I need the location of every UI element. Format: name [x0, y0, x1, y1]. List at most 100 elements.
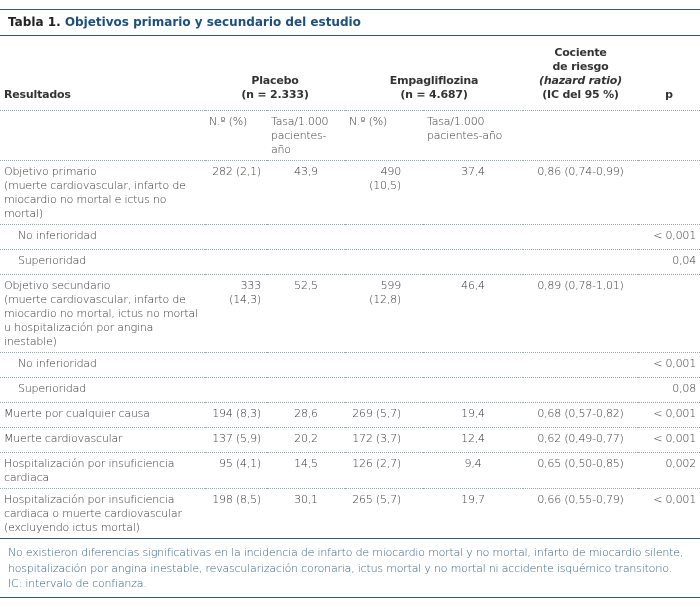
empa-n-pct: 269 (5,7): [345, 402, 423, 428]
empa-n-pct: [345, 224, 423, 250]
placebo-n-pct: 198 (8,5): [205, 488, 267, 539]
row-label: Hospitalización por insuficiencia cardia…: [0, 488, 205, 539]
table-row: Objetivo secundario (muerte cardiovascula…: [0, 274, 700, 353]
placebo-rate: [267, 377, 345, 403]
subheader-row: N.º (%) Tasa/1.000 pacientes-año N.º (%) …: [0, 110, 700, 161]
row-label: Hospitalización por insuficiencia cardia…: [0, 452, 205, 489]
header-placebo: Placebo (n = 2.333): [205, 36, 345, 111]
table-caption: Objetivos primario y secundario del estu…: [64, 15, 361, 29]
empa-n-pct: [345, 352, 423, 378]
hazard-ratio: 0,62 (0,49-0,77): [523, 427, 638, 453]
p-value: < 0,001: [638, 402, 700, 428]
table-row: Muerte por cualquier causa 194 (8,3) 28,6 2…: [0, 402, 700, 428]
subheader-tasa-empa: Tasa/1.000 pacientes-año: [423, 110, 523, 161]
placebo-n-pct: 95 (4,1): [205, 452, 267, 489]
placebo-rate: 52,5: [267, 274, 345, 353]
empa-rate: 37,4: [423, 160, 523, 225]
empa-rate: 12,4: [423, 427, 523, 453]
table-row: No inferioridad < 0,001: [0, 352, 700, 378]
empa-n-pct: 265 (5,7): [345, 488, 423, 539]
table-row: Objetivo primario (muerte cardiovascular,…: [0, 160, 700, 225]
hazard-ratio: [523, 377, 638, 403]
header-row: Resultados Placebo (n = 2.333) Empagliflo…: [0, 36, 700, 111]
subheader-n-pct-placebo: N.º (%): [205, 110, 267, 161]
hazard-ratio: 0,65 (0,50-0,85): [523, 452, 638, 489]
placebo-n-pct: 282 (2,1): [205, 160, 267, 225]
title-rule: [0, 35, 700, 36]
empa-rate: 19,4: [423, 402, 523, 428]
p-value: [638, 274, 700, 353]
table-row: No inferioridad < 0,001: [0, 224, 700, 250]
placebo-n-pct: [205, 224, 267, 250]
hazard-ratio: [523, 249, 638, 275]
placebo-rate: [267, 249, 345, 275]
hazard-ratio: 0,86 (0,74-0,99): [523, 160, 638, 225]
empa-rate: 9,4: [423, 452, 523, 489]
empa-n-pct: 172 (3,7): [345, 427, 423, 453]
table-row: Hospitalización por insuficiencia cardia…: [0, 488, 700, 539]
header-resultados: Resultados: [0, 36, 205, 111]
p-value: < 0,001: [638, 352, 700, 378]
table-row: Superioridad 0,04: [0, 249, 700, 275]
placebo-rate: 43,9: [267, 160, 345, 225]
hazard-ratio: [523, 224, 638, 250]
p-value: [638, 160, 700, 225]
p-value: < 0,001: [638, 224, 700, 250]
table-title: Tabla 1. Objetivos primario y secundario…: [8, 15, 361, 29]
p-value: < 0,001: [638, 427, 700, 453]
row-label: No inferioridad: [0, 224, 205, 250]
table-number: Tabla 1.: [8, 15, 61, 29]
empa-rate: [423, 224, 523, 250]
table-row: Superioridad 0,08: [0, 377, 700, 403]
placebo-n-pct: [205, 249, 267, 275]
empa-rate: [423, 249, 523, 275]
placebo-rate: [267, 352, 345, 378]
empa-n-pct: 126 (2,7): [345, 452, 423, 489]
hazard-ratio: 0,66 (0,55-0,79): [523, 488, 638, 539]
results-table: Resultados Placebo (n = 2.333) Empagliflo…: [0, 36, 700, 539]
header-hazard-ratio: Cociente de riesgo (hazard ratio) (IC del 9…: [523, 36, 638, 111]
placebo-rate: 30,1: [267, 488, 345, 539]
subheader-tasa-placebo: Tasa/1.000 pacientes-año: [267, 110, 345, 161]
placebo-n-pct: [205, 352, 267, 378]
empa-n-pct: [345, 249, 423, 275]
p-value: 0,002: [638, 452, 700, 489]
empa-rate: [423, 352, 523, 378]
row-label: Objetivo primario (muerte cardiovascular,…: [0, 160, 205, 225]
footnote-abbrev: IC: intervalo de confianza.: [8, 577, 147, 590]
empa-n-pct: [345, 377, 423, 403]
row-label: Superioridad: [0, 249, 205, 275]
empa-rate: [423, 377, 523, 403]
subheader-n-pct-empa: N.º (%): [345, 110, 423, 161]
empa-n-pct: 599 (12,8): [345, 274, 423, 353]
empa-rate: 46,4: [423, 274, 523, 353]
footnote: No existieron diferencias significativas…: [8, 545, 700, 592]
p-value: < 0,001: [638, 488, 700, 539]
row-label: Superioridad: [0, 377, 205, 403]
row-label: Muerte por cualquier causa: [0, 402, 205, 428]
p-value: 0,08: [638, 377, 700, 403]
empa-n-pct: 490 (10,5): [345, 160, 423, 225]
placebo-rate: 20,2: [267, 427, 345, 453]
row-label: No inferioridad: [0, 352, 205, 378]
placebo-n-pct: 137 (5,9): [205, 427, 267, 453]
bottom-rule: [0, 597, 700, 598]
table-row: Hospitalización por insuficiencia cardia…: [0, 452, 700, 489]
header-p: p: [638, 36, 700, 111]
placebo-rate: [267, 224, 345, 250]
footnote-text: No existieron diferencias significativas…: [8, 546, 684, 575]
row-label: Muerte cardiovascular: [0, 427, 205, 453]
table-row: Muerte cardiovascular 137 (5,9) 20,2 172 (3…: [0, 427, 700, 453]
header-empagliflozina: Empagliflozina (n = 4.687): [345, 36, 523, 111]
p-value: 0,04: [638, 249, 700, 275]
placebo-n-pct: 333 (14,3): [205, 274, 267, 353]
hazard-ratio: 0,89 (0,78-1,01): [523, 274, 638, 353]
empa-rate: 19,7: [423, 488, 523, 539]
top-rule: [0, 9, 700, 10]
placebo-rate: 28,6: [267, 402, 345, 428]
row-label: Objetivo secundario (muerte cardiovascula…: [0, 274, 205, 353]
placebo-n-pct: 194 (8,3): [205, 402, 267, 428]
hazard-ratio: 0,68 (0,57-0,82): [523, 402, 638, 428]
placebo-n-pct: [205, 377, 267, 403]
placebo-rate: 14,5: [267, 452, 345, 489]
